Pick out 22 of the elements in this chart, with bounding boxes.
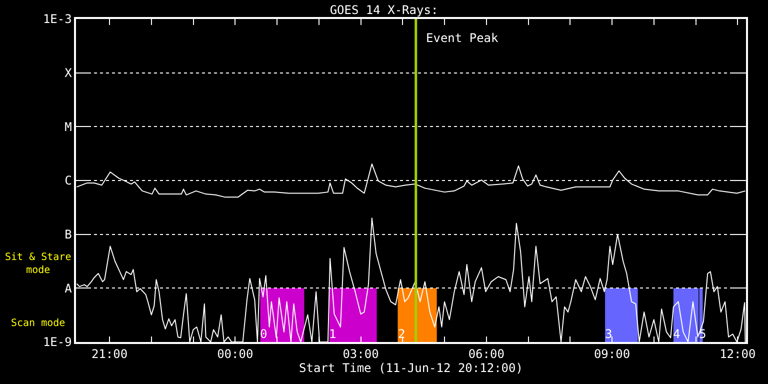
x-axis-title: Start Time (11-Jun-12 20:12:00) (299, 361, 523, 376)
x-tick-label: 06:00 (468, 347, 504, 362)
y-tick-label: C (64, 174, 72, 188)
y-tick-label: M (64, 120, 72, 134)
band-label: 3 (605, 327, 612, 341)
y-tick-label: B (64, 228, 72, 242)
x-tick-label: 00:00 (217, 347, 254, 362)
chart-title: GOES 14 X-Rays: (330, 3, 438, 18)
y-tick-label: A (64, 281, 73, 296)
x-tick-label: 12:00 (720, 347, 756, 362)
ref-line-label: Event Peak (426, 31, 500, 45)
y-tick-label: X (64, 66, 73, 80)
x-tick-label: 09:00 (594, 347, 630, 362)
y-tick-label: 1E-9 (42, 335, 72, 350)
text: Scan mode (11, 318, 66, 329)
text: Sit & Stare mode (5, 252, 72, 276)
x-tick-label: 21:00 (91, 347, 128, 362)
y-tick-label: 1E-3 (42, 12, 72, 26)
band-label: 1 (329, 327, 336, 341)
x-tick-label: 03:00 (342, 347, 379, 362)
band-label: 0 (260, 327, 268, 341)
band-label: 4 (673, 327, 680, 341)
